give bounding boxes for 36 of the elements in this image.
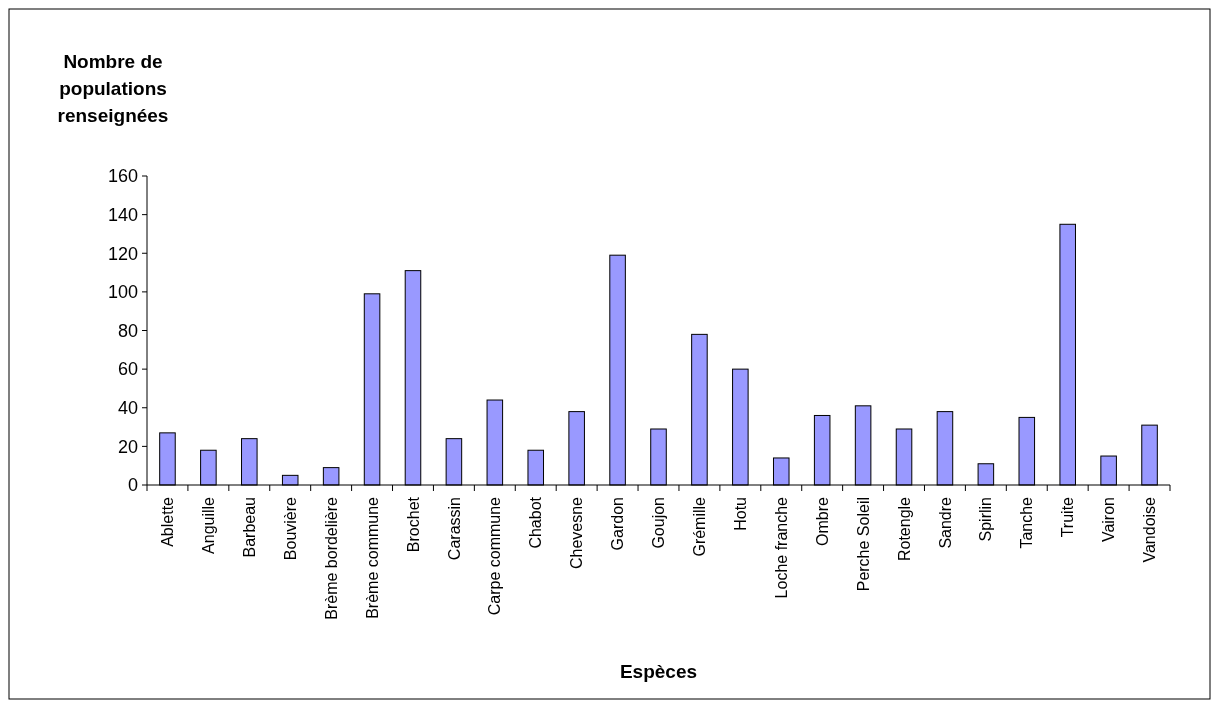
y-tick-label: 140 bbox=[107, 204, 138, 225]
x-tick-label: Chevesne bbox=[568, 496, 586, 570]
y-tick-label: 40 bbox=[117, 398, 138, 419]
x-tick-label: Barbeau bbox=[240, 497, 258, 558]
x-tick-label: Brème bordelière bbox=[322, 496, 340, 620]
x-tick-label: Hotu bbox=[731, 497, 749, 531]
x-tick-label: Carassin bbox=[445, 497, 463, 561]
x-tick-label: Carpe commune bbox=[486, 496, 504, 616]
x-tick-label: Ombre bbox=[813, 496, 831, 546]
x-tick-label: Loche franche bbox=[772, 496, 790, 599]
x-tick-label: Rotengle bbox=[895, 496, 913, 562]
y-tick-label: 160 bbox=[107, 166, 138, 187]
x-tick-label: Vairon bbox=[1100, 497, 1118, 543]
x-tick-label: Chabot bbox=[527, 496, 545, 549]
y-tick-label: 0 bbox=[127, 475, 138, 496]
x-tick-label: Sandre bbox=[936, 496, 954, 549]
x-tick-label: Bouvière bbox=[281, 496, 299, 561]
x-tick-label: Brochet bbox=[404, 496, 422, 553]
x-tick-label: Brème commune bbox=[363, 496, 381, 619]
x-tick-label: Ablette bbox=[159, 496, 177, 547]
y-axis-title: Nombre de populations renseignées bbox=[57, 51, 169, 126]
x-tick-label: Spirlin bbox=[977, 497, 995, 542]
x-tick-label: Grémille bbox=[691, 496, 709, 557]
x-tick-label: Anguille bbox=[199, 496, 217, 554]
x-tick-label: Vandoise bbox=[1141, 496, 1159, 563]
x-tick-label: Tanche bbox=[1018, 496, 1036, 549]
y-tick-label: 120 bbox=[107, 243, 138, 264]
x-tick-label: Goujon bbox=[650, 497, 668, 549]
x-tick-label: Perche Soleil bbox=[854, 497, 872, 592]
y-tick-label: 100 bbox=[107, 282, 138, 303]
x-axis-title: Espèces bbox=[619, 661, 698, 682]
y-tick-label: 80 bbox=[117, 320, 138, 341]
x-tick-label: Gardon bbox=[609, 497, 627, 551]
y-tick-label: 60 bbox=[117, 359, 138, 380]
y-tick-label: 20 bbox=[117, 436, 138, 457]
x-tick-label: Truite bbox=[1059, 496, 1077, 538]
